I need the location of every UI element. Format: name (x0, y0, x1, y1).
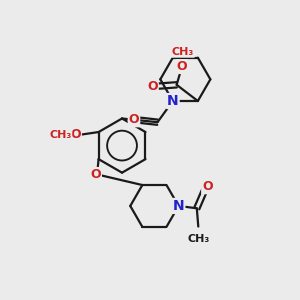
Text: O: O (177, 60, 187, 73)
Text: CH₃: CH₃ (172, 47, 194, 57)
Text: O: O (147, 80, 158, 93)
Text: O: O (90, 168, 101, 181)
Text: O: O (70, 128, 81, 142)
Text: O: O (202, 180, 213, 193)
Text: O: O (129, 113, 139, 126)
Text: CH₃: CH₃ (187, 234, 209, 244)
Text: N: N (173, 199, 184, 213)
Text: CH₃: CH₃ (49, 130, 71, 140)
Text: N: N (167, 94, 178, 108)
